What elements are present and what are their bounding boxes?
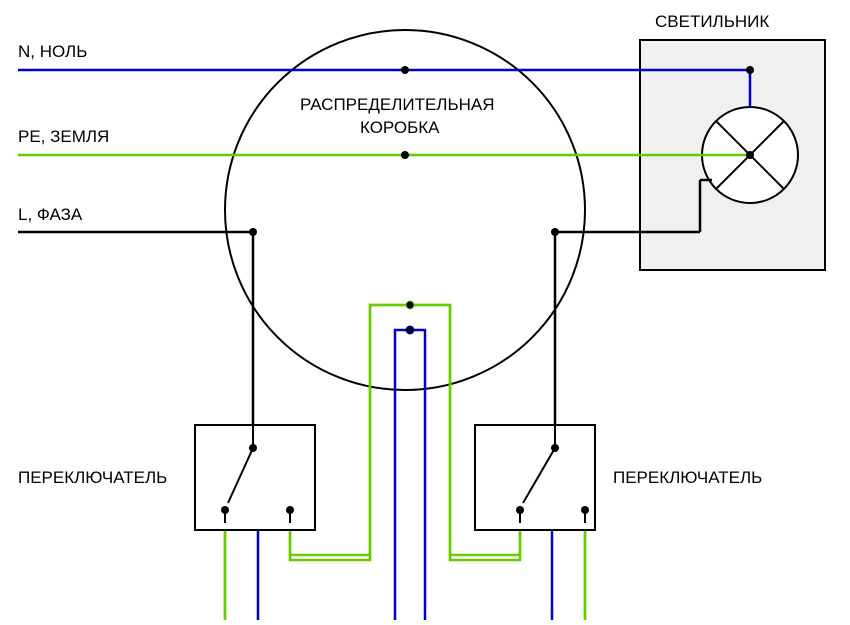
node-n-lamp	[746, 66, 754, 74]
traveler-blue-path	[258, 523, 290, 620]
jbox-label-1: РАСПРЕДЕЛИТЕЛЬНАЯ	[300, 95, 495, 115]
node-n-jbox	[401, 66, 409, 74]
wiring-diagram: СВЕТИЛЬНИК N, НОЛЬ РАСПРЕДЕЛИТЕЛЬНАЯ КОР…	[0, 0, 850, 620]
lamp-label: СВЕТИЛЬНИК	[655, 12, 769, 32]
phase-label: L, ФАЗА	[18, 205, 82, 225]
node-green-top	[406, 301, 414, 309]
diagram-svg	[0, 0, 850, 620]
node-l-left	[249, 228, 257, 236]
node-pe-lamp	[746, 151, 754, 159]
neutral-label: N, НОЛЬ	[18, 42, 87, 62]
node-blue-top	[406, 326, 414, 334]
switch-left-label: ПЕРЕКЛЮЧАТЕЛЬ	[18, 468, 167, 488]
switch-right-label: ПЕРЕКЛЮЧАТЕЛЬ	[613, 468, 762, 488]
jbox-label-2: КОРОБКА	[360, 118, 440, 138]
traveler-blue-inner	[395, 330, 425, 620]
ground-label: PE, ЗЕМЛЯ	[18, 127, 109, 147]
junction-box-circle	[225, 30, 585, 390]
switch-right-box	[475, 425, 595, 530]
node-pe-jbox	[401, 151, 409, 159]
switch-left-box	[195, 425, 315, 530]
node-l-right	[551, 228, 559, 236]
